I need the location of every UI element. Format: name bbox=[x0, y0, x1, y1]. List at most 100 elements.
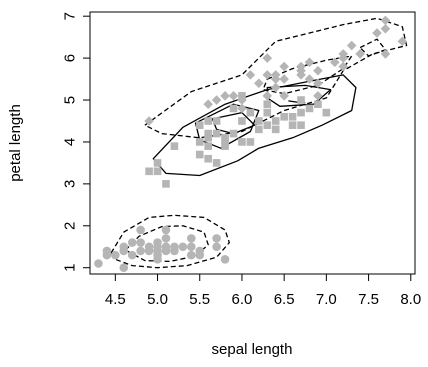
data-point-square-19 bbox=[229, 129, 238, 138]
data-point-diamond-4 bbox=[228, 91, 239, 101]
data-point-square-15 bbox=[212, 117, 221, 125]
data-point-circle-18 bbox=[153, 238, 162, 247]
data-point-diamond-23 bbox=[313, 78, 323, 89]
x-tick-label: 7.0 bbox=[316, 291, 337, 308]
data-point-circle-3 bbox=[111, 250, 120, 260]
data-point-diamond-30 bbox=[346, 40, 357, 51]
data-point-circle-20 bbox=[161, 242, 171, 252]
data-point-square-18 bbox=[221, 133, 229, 142]
data-point-diamond-21 bbox=[304, 74, 315, 84]
data-point-diamond-35 bbox=[380, 15, 391, 26]
x-tick-label: 4.5 bbox=[105, 291, 126, 308]
data-point-diamond-27 bbox=[338, 61, 349, 72]
data-point-square-9 bbox=[204, 142, 212, 150]
data-point-square-31 bbox=[271, 125, 280, 134]
data-point-square-22 bbox=[238, 117, 246, 125]
data-point-circle-10 bbox=[136, 238, 145, 247]
plot-frame bbox=[89, 11, 416, 275]
data-point-square-35 bbox=[288, 113, 297, 121]
contour-line-0 bbox=[110, 214, 230, 269]
data-point-diamond-14 bbox=[270, 70, 281, 80]
data-point-circle-13 bbox=[144, 242, 154, 252]
data-point-square-34 bbox=[288, 121, 297, 129]
data-point-circle-9 bbox=[136, 246, 145, 256]
data-point-square-39 bbox=[314, 100, 322, 109]
data-point-circle-6 bbox=[119, 242, 129, 252]
data-point-diamond-3 bbox=[220, 91, 230, 101]
y-axis: 1 2 3 4 5 6 7 bbox=[62, 12, 90, 272]
data-point-diamond-29 bbox=[338, 49, 349, 59]
x-tick-label: 5.0 bbox=[147, 291, 168, 308]
data-point-circle-0 bbox=[94, 259, 103, 268]
data-point-diamond-2 bbox=[211, 95, 222, 105]
data-point-diamond-31 bbox=[355, 49, 365, 59]
contour-line-7 bbox=[211, 111, 256, 135]
data-point-diamond-16 bbox=[279, 74, 289, 84]
data-point-diamond-8 bbox=[254, 78, 264, 89]
y-tick-label: 2 bbox=[62, 222, 79, 230]
data-point-square-13 bbox=[212, 159, 221, 167]
data-point-square-25 bbox=[246, 108, 255, 117]
data-point-square-8 bbox=[204, 154, 212, 163]
data-point-square-12 bbox=[204, 117, 212, 125]
data-point-circle-2 bbox=[102, 246, 112, 256]
data-point-diamond-12 bbox=[270, 82, 281, 93]
y-axis-label: petal length bbox=[7, 104, 24, 182]
data-point-circle-25 bbox=[178, 242, 188, 252]
data-point-circle-11 bbox=[136, 225, 145, 235]
data-points bbox=[94, 15, 408, 273]
data-point-diamond-9 bbox=[262, 91, 273, 101]
data-point-diamond-20 bbox=[296, 61, 306, 72]
data-point-diamond-11 bbox=[262, 53, 273, 63]
data-point-square-36 bbox=[297, 121, 305, 129]
data-point-square-16 bbox=[221, 142, 229, 150]
data-point-diamond-0 bbox=[144, 116, 154, 126]
data-point-diamond-33 bbox=[380, 49, 391, 59]
data-point-square-11 bbox=[204, 129, 212, 138]
data-point-diamond-6 bbox=[237, 95, 247, 105]
data-point-circle-4 bbox=[119, 263, 129, 273]
data-point-square-33 bbox=[280, 113, 288, 121]
data-point-square-38 bbox=[305, 104, 314, 113]
data-point-square-24 bbox=[246, 138, 255, 146]
contour-line-2 bbox=[144, 17, 408, 139]
data-point-square-21 bbox=[238, 138, 246, 146]
data-point-square-37 bbox=[297, 108, 305, 117]
data-point-square-1 bbox=[153, 167, 162, 176]
data-point-diamond-25 bbox=[313, 91, 323, 101]
x-tick-label: 7.5 bbox=[358, 291, 379, 308]
data-point-diamond-36 bbox=[397, 36, 408, 47]
x-tick-label: 6.5 bbox=[274, 291, 295, 308]
data-point-square-10 bbox=[204, 133, 212, 142]
data-point-square-6 bbox=[195, 138, 204, 146]
data-point-square-14 bbox=[212, 129, 221, 138]
data-point-square-27 bbox=[255, 117, 263, 125]
data-point-square-30 bbox=[263, 100, 272, 109]
data-point-square-5 bbox=[195, 150, 204, 159]
data-point-diamond-24 bbox=[313, 65, 323, 76]
data-point-circle-33 bbox=[220, 255, 230, 264]
data-point-circle-26 bbox=[186, 250, 196, 260]
data-point-circle-32 bbox=[212, 234, 221, 243]
data-point-diamond-17 bbox=[279, 61, 289, 72]
data-point-circle-27 bbox=[186, 242, 196, 252]
x-tick-label: 6.0 bbox=[232, 291, 253, 308]
data-point-circle-30 bbox=[195, 246, 205, 256]
x-tick-label: 8.0 bbox=[400, 291, 421, 308]
data-point-square-4 bbox=[170, 142, 179, 150]
y-tick-label: 7 bbox=[62, 12, 79, 20]
data-point-square-2 bbox=[153, 159, 162, 167]
x-axis: 4.5 5.0 5.5 6.0 6.5 7.0 7.5 8.0 bbox=[105, 274, 421, 308]
y-tick-label: 4 bbox=[62, 138, 79, 146]
data-point-circle-8 bbox=[127, 238, 137, 247]
data-point-diamond-7 bbox=[245, 70, 256, 80]
data-point-square-28 bbox=[263, 121, 272, 129]
data-point-square-40 bbox=[322, 108, 331, 117]
data-point-square-32 bbox=[271, 117, 280, 125]
y-tick-label: 5 bbox=[62, 96, 79, 104]
data-point-diamond-22 bbox=[304, 57, 315, 68]
data-point-diamond-32 bbox=[372, 28, 382, 38]
data-point-diamond-10 bbox=[262, 70, 273, 80]
